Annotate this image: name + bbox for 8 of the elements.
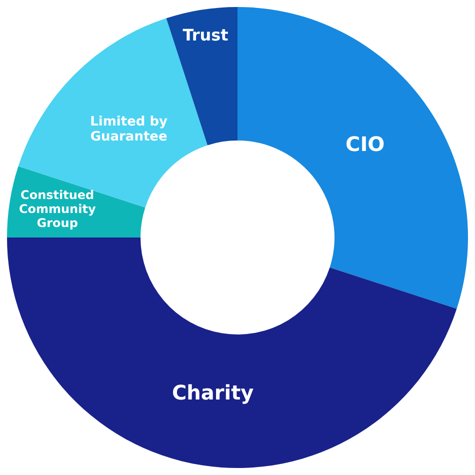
slice-label: Charity [172, 380, 254, 404]
donut-slice [166, 7, 238, 146]
slice-label: Trust [182, 26, 229, 45]
donut-slice [7, 238, 457, 468]
slice-label: Constitued Community Group [18, 188, 96, 230]
donut-slice [238, 7, 468, 309]
slice-label: CIO [346, 132, 385, 156]
slice-label: Limited by Guarantee [90, 114, 168, 144]
